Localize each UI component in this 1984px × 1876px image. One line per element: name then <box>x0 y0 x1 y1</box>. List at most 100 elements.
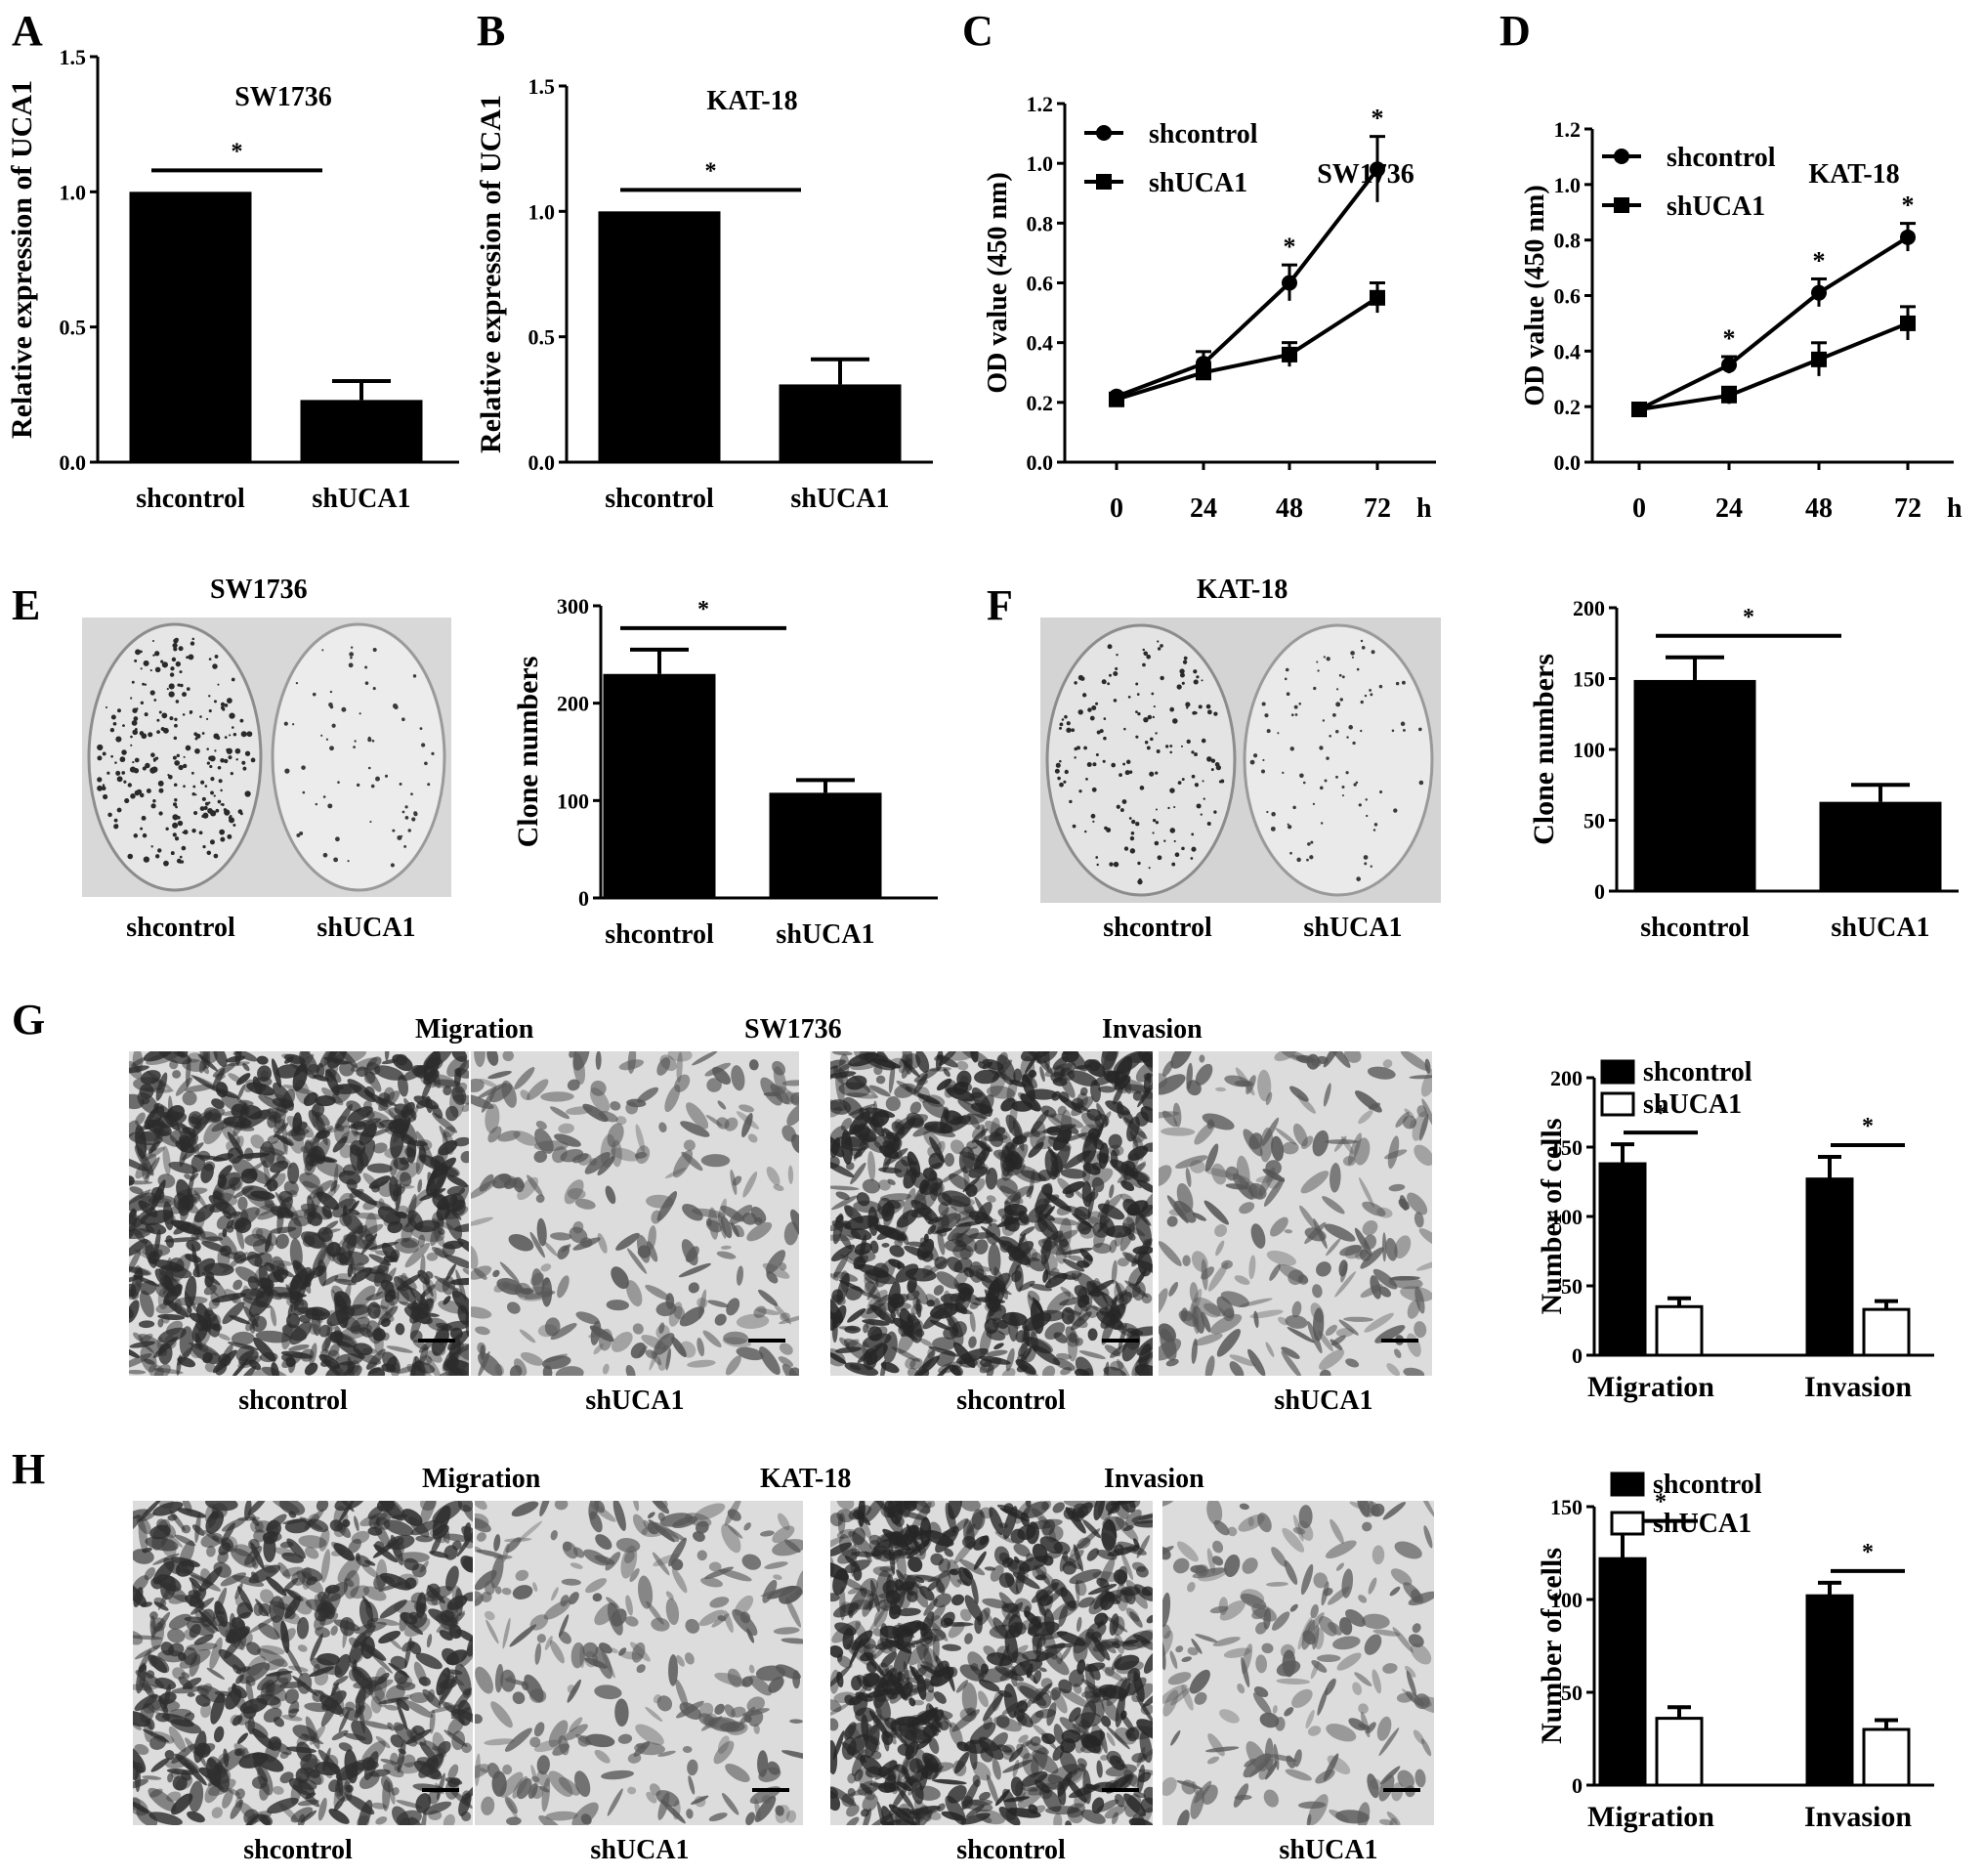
cell-shape <box>1245 1075 1256 1094</box>
cell-shape <box>908 1643 930 1666</box>
cell-shape <box>421 1080 432 1100</box>
chart-c-y-tick-label: 0.2 <box>1027 391 1054 415</box>
colony-dot <box>1111 762 1117 768</box>
colony-dot <box>1293 704 1298 709</box>
colony-dot <box>1186 706 1189 709</box>
cell-shape <box>190 1154 206 1172</box>
cell-shape <box>868 1606 887 1633</box>
cell-shape <box>1266 1250 1296 1266</box>
cell-shape <box>927 1567 959 1583</box>
cell-shape <box>1134 1584 1153 1601</box>
cell-shape <box>972 1774 981 1788</box>
chart-h-bar-Invasion-shcontrol <box>1805 1594 1854 1787</box>
chart-e-y-tick-label: 100 <box>557 789 589 813</box>
cell-shape <box>1129 1501 1141 1509</box>
chart-g-legend-swatch <box>1600 1059 1635 1085</box>
cell-shape <box>612 1501 626 1531</box>
cell-shape <box>672 1800 681 1820</box>
chart-d-y-tick-label: 0.6 <box>1554 284 1582 309</box>
cell-shape <box>1074 1712 1102 1728</box>
cell-shape <box>231 1359 249 1376</box>
cell-shape <box>1204 1143 1219 1172</box>
cell-shape <box>1189 1282 1199 1303</box>
cell-shape <box>753 1724 760 1734</box>
cell-shape <box>1111 1501 1129 1520</box>
cell-shape <box>1023 1501 1049 1518</box>
colony-dot <box>384 774 389 778</box>
cell-shape <box>754 1796 777 1822</box>
cell-shape <box>1073 1188 1086 1201</box>
cell-shape <box>129 1120 140 1138</box>
cell-shape <box>471 1306 492 1319</box>
cell-shape <box>267 1134 279 1144</box>
cell-shape <box>462 1556 473 1573</box>
cell-shape <box>957 1099 988 1120</box>
cell-shape <box>270 1226 297 1234</box>
cell-shape <box>1248 1255 1256 1280</box>
chart-c-x-tick-label: 48 <box>1276 493 1303 524</box>
colony-dot <box>151 766 158 773</box>
cell-shape <box>830 1702 850 1717</box>
cell-shape <box>308 1179 334 1200</box>
transwell-photo-h-migration-shuca1 <box>475 1501 803 1825</box>
cell-shape <box>936 1350 955 1367</box>
colony-dot <box>228 755 232 760</box>
cell-shape <box>627 1786 637 1795</box>
cell-shape <box>1170 1729 1181 1746</box>
chart-f-significance-star: * <box>1743 605 1754 630</box>
cell-shape <box>171 1793 193 1815</box>
cell-shape <box>268 1107 281 1125</box>
cell-shape <box>1086 1548 1099 1561</box>
cell-shape <box>530 1765 539 1788</box>
cell-shape <box>1023 1605 1031 1618</box>
cell-shape <box>365 1361 378 1370</box>
cell-shape <box>395 1162 421 1182</box>
colony-dot <box>364 665 368 669</box>
cell-shape <box>451 1085 467 1105</box>
cell-shape <box>1062 1555 1082 1570</box>
cell-shape <box>481 1796 495 1815</box>
cell-shape <box>448 1366 464 1376</box>
cell-shape <box>411 1611 428 1629</box>
cell-shape <box>386 1345 413 1353</box>
colony-dot <box>1137 879 1143 885</box>
cell-shape <box>529 1688 547 1703</box>
cell-shape <box>535 1194 545 1204</box>
chart-a-y-tick-label: 1.0 <box>60 180 87 204</box>
cell-shape <box>401 1064 430 1082</box>
cell-shape <box>924 1215 934 1225</box>
cell-shape <box>148 1812 183 1825</box>
cell-shape <box>1087 1328 1098 1342</box>
cell-shape <box>297 1644 308 1652</box>
colony-dot <box>322 852 328 858</box>
cell-shape <box>618 1647 627 1656</box>
colony-dot <box>1294 713 1298 716</box>
colony-dot <box>1125 759 1131 765</box>
colony-dot <box>174 717 178 722</box>
cell-shape <box>318 1324 331 1338</box>
chart-g-legend-label: shUCA1 <box>1643 1089 1742 1120</box>
colony-dot <box>1329 734 1331 738</box>
cell-shape <box>443 1296 451 1305</box>
cell-shape <box>1014 1572 1029 1584</box>
cell-shape <box>1185 1168 1192 1188</box>
cell-shape <box>869 1240 879 1254</box>
cell-shape <box>1026 1185 1034 1198</box>
cell-shape <box>193 1204 215 1223</box>
cell-shape <box>234 1796 242 1809</box>
cell-shape <box>143 1051 174 1062</box>
cell-shape <box>930 1553 944 1566</box>
colony-dot <box>1113 670 1119 676</box>
cell-shape <box>416 1602 428 1614</box>
cell-shape <box>889 1293 905 1309</box>
cell-shape <box>248 1168 271 1185</box>
cell-shape <box>333 1543 356 1561</box>
cell-shape <box>1046 1114 1064 1129</box>
cell-shape <box>475 1513 489 1529</box>
cell-shape <box>602 1363 610 1375</box>
cell-shape <box>739 1611 751 1624</box>
cell-shape <box>1044 1322 1066 1341</box>
cell-shape <box>830 1185 860 1191</box>
cell-shape <box>907 1367 919 1376</box>
colony-dot <box>1191 774 1196 779</box>
